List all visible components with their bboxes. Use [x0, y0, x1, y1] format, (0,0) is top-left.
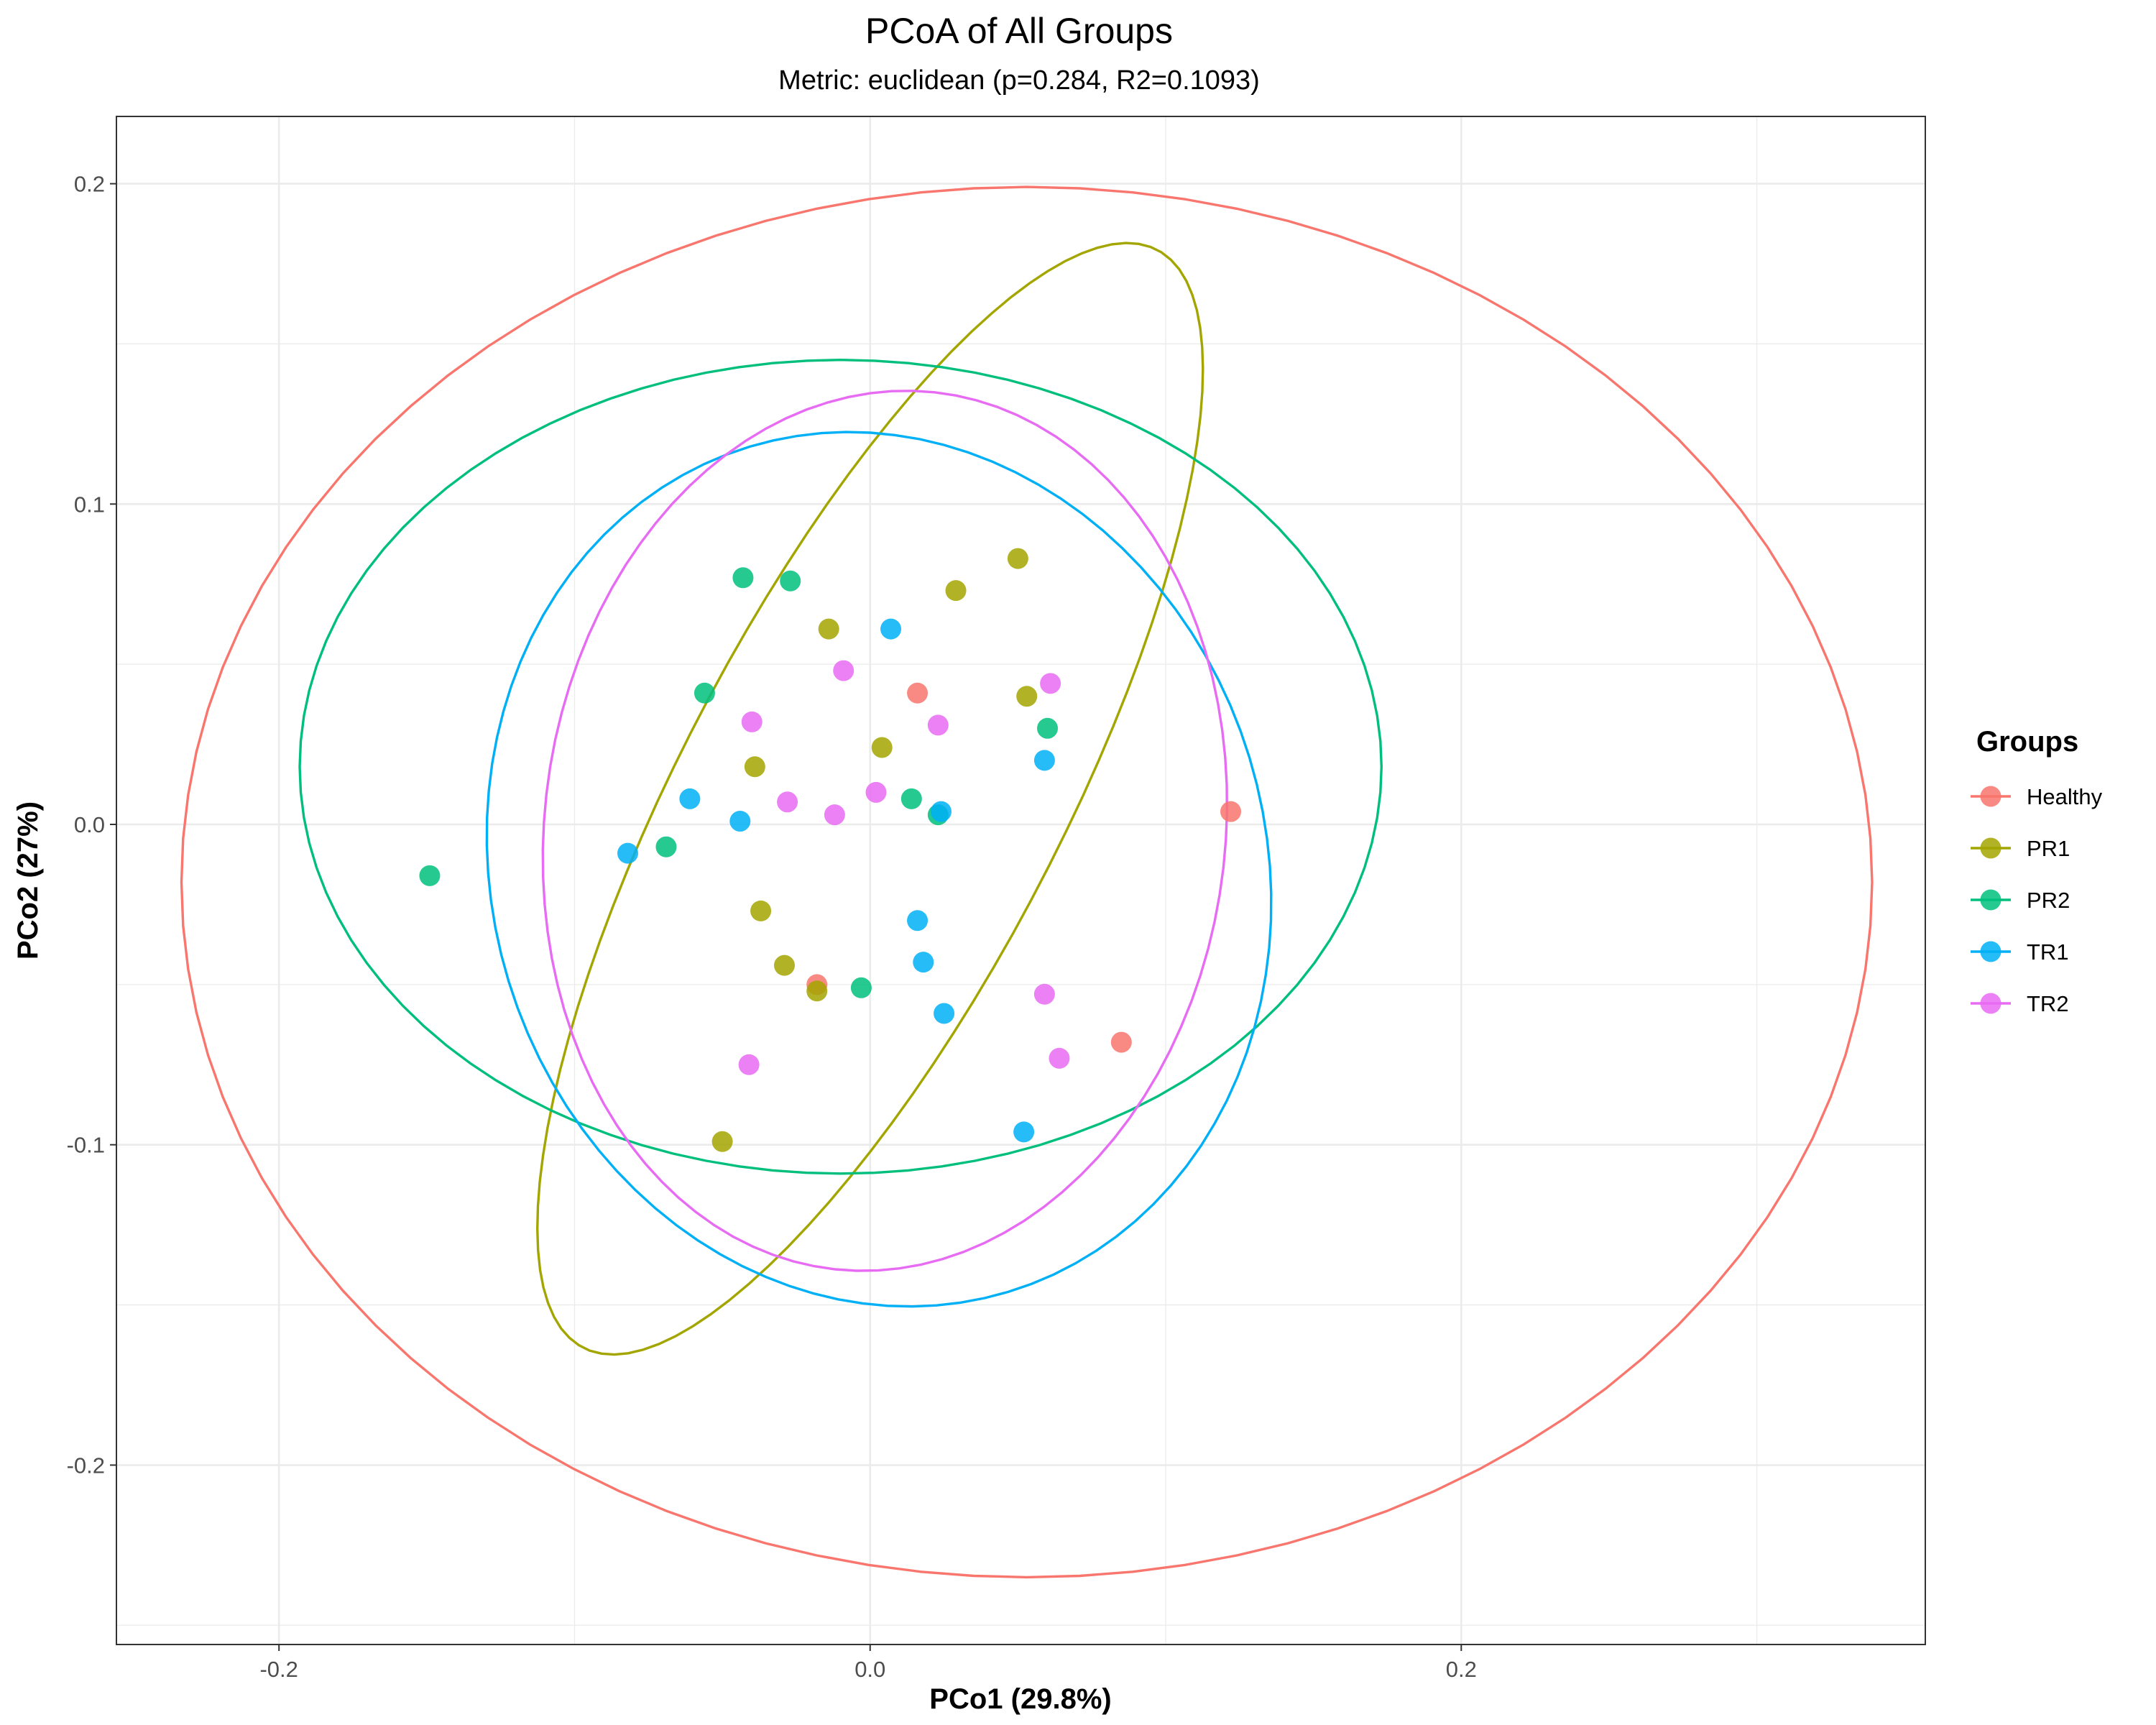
point-tr2	[738, 1054, 760, 1075]
x-axis-label: PCo1 (29.8%)	[929, 1683, 1111, 1715]
y-tick-label: 0.2	[74, 172, 105, 197]
y-axis-label: PCo2 (27%)	[12, 801, 44, 960]
point-pr1	[773, 954, 795, 976]
legend-item-healthy: Healthy	[1971, 784, 2103, 809]
legend-marker-tr1	[1980, 941, 2001, 962]
x-axis-ticks: -0.2 0.0 0.2	[259, 1644, 1477, 1682]
point-pr2	[419, 865, 441, 886]
point-tr1	[729, 811, 751, 832]
legend: Groups Healthy PR1 PR2 TR1 TR2	[1971, 726, 2103, 1016]
point-tr1	[934, 1003, 955, 1024]
y-tick-label: -0.2	[67, 1453, 105, 1478]
point-pr2	[655, 836, 677, 857]
legend-item-pr2: PR2	[1971, 888, 2070, 913]
point-tr1	[907, 910, 929, 932]
legend-item-pr1: PR1	[1971, 836, 2070, 861]
legend-label-healthy: Healthy	[2027, 784, 2103, 809]
point-tr1	[880, 618, 902, 640]
point-tr2	[927, 714, 949, 736]
legend-label-tr1: TR1	[2027, 939, 2069, 965]
point-tr2	[1040, 673, 1061, 694]
point-pr1	[750, 900, 772, 921]
confidence-ellipses	[180, 185, 1874, 1579]
point-pr1	[1007, 548, 1028, 569]
point-tr2	[1033, 983, 1055, 1005]
legend-marker-healthy	[1980, 786, 2001, 807]
point-pr1	[945, 580, 967, 602]
x-tick-label: -0.2	[259, 1657, 298, 1682]
legend-marker-tr2	[1980, 993, 2001, 1014]
point-pr1	[711, 1131, 733, 1152]
y-tick-label: -0.1	[67, 1133, 105, 1158]
ellipse-healthy	[180, 185, 1874, 1579]
legend-title: Groups	[1976, 726, 2078, 758]
point-tr1	[1033, 750, 1055, 771]
y-tick-label: 0.1	[74, 492, 105, 517]
point-tr2	[741, 711, 763, 732]
chart-subtitle: Metric: euclidean (p=0.284, R2=0.1093)	[778, 65, 1260, 96]
point-pr1	[818, 618, 839, 640]
point-pr2	[850, 977, 872, 998]
point-tr1	[679, 788, 701, 809]
legend-item-tr1: TR1	[1971, 939, 2069, 965]
point-healthy	[1110, 1031, 1132, 1053]
data-points	[419, 548, 1242, 1152]
point-tr2	[824, 804, 845, 826]
point-pr2	[780, 570, 801, 592]
point-tr2	[777, 791, 798, 813]
point-tr1	[1013, 1121, 1035, 1143]
ellipse-tr1	[485, 431, 1273, 1308]
point-tr2	[1049, 1047, 1070, 1069]
point-pr2	[694, 682, 715, 704]
legend-item-tr2: TR2	[1971, 991, 2069, 1016]
ellipse-pr1	[535, 242, 1204, 1356]
point-healthy	[1220, 801, 1242, 822]
point-pr1	[871, 737, 893, 758]
chart-title: PCoA of All Groups	[865, 11, 1173, 51]
grid-lines	[116, 116, 1925, 1644]
y-axis-ticks: -0.2 -0.1 0.0 0.1 0.2	[67, 172, 116, 1478]
legend-marker-pr2	[1980, 889, 2001, 911]
x-tick-label: 0.2	[1446, 1657, 1477, 1682]
point-tr1	[930, 801, 952, 822]
legend-label-pr2: PR2	[2027, 888, 2070, 913]
ellipse-pr2	[298, 358, 1383, 1175]
x-tick-label: 0.0	[854, 1657, 885, 1682]
legend-label-tr2: TR2	[2027, 991, 2069, 1016]
point-tr2	[833, 660, 854, 681]
legend-marker-pr1	[1980, 837, 2001, 859]
point-pr1	[744, 756, 765, 778]
ellipse-tr2	[541, 390, 1229, 1272]
point-pr1	[1016, 686, 1038, 707]
point-healthy	[907, 682, 929, 704]
plot-border	[116, 116, 1926, 1645]
point-tr1	[913, 952, 934, 973]
y-tick-label: 0.0	[74, 812, 105, 837]
point-pr2	[900, 788, 922, 809]
point-pr2	[1037, 717, 1059, 739]
legend-label-pr1: PR1	[2027, 836, 2070, 861]
point-pr1	[806, 980, 828, 1002]
point-tr1	[617, 842, 639, 864]
point-pr2	[732, 567, 754, 589]
point-tr2	[865, 781, 887, 803]
